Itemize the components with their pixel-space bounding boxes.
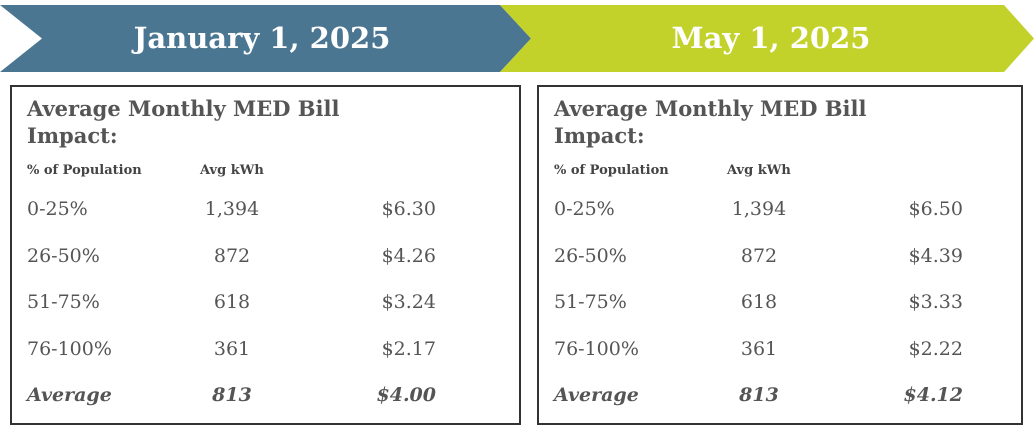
- arrow-january: [0, 5, 531, 72]
- panel-title: Average Monthly MED Bill Impact:: [27, 96, 340, 148]
- row-cell: 51-75%: [554, 291, 627, 313]
- row-cell: $6.30: [381, 198, 436, 220]
- average-row-cell: $4.12: [903, 384, 964, 406]
- row-cell: 1,394: [731, 198, 787, 220]
- column-header: % of Population: [554, 163, 669, 178]
- row-cell: $2.22: [908, 337, 963, 360]
- panel-header: May 1, 2025: [671, 21, 871, 55]
- infographic: January 1, 2025 Average Monthly MED Bill …: [0, 5, 1034, 425]
- row-cell: 76-100%: [554, 337, 639, 360]
- row-cell: 0-25%: [27, 198, 88, 220]
- row-cell: $4.26: [381, 244, 436, 267]
- panel-box: Average Monthly MED Bill Impact: % of Pop…: [10, 85, 521, 425]
- row-cell: 1,394: [204, 198, 260, 220]
- row-cell: $2.17: [381, 337, 436, 360]
- average-row-cell: $4.00: [376, 384, 437, 406]
- row-cell: 26-50%: [27, 244, 100, 267]
- column-header: % of Population: [27, 163, 142, 178]
- row-cell: 0-25%: [554, 198, 615, 220]
- average-row-cell: 813: [739, 384, 779, 406]
- column-header: Avg kWh: [200, 163, 264, 178]
- average-row-cell: 813: [212, 384, 252, 406]
- panel-header: January 1, 2025: [133, 21, 391, 55]
- row-cell: 872: [740, 244, 778, 267]
- row-cell: 26-50%: [554, 244, 627, 267]
- row-cell: 51-75%: [27, 291, 100, 313]
- average-row-cell: Average: [554, 384, 639, 406]
- arrow-may: [500, 5, 1034, 72]
- row-cell: 618: [213, 291, 251, 313]
- row-cell: $3.33: [908, 291, 963, 313]
- row-cell: $3.24: [381, 291, 436, 313]
- row-cell: 872: [213, 244, 251, 267]
- panel-box: Average Monthly MED Bill Impact: % of Pop…: [537, 85, 1023, 425]
- average-row-cell: Average: [27, 384, 112, 406]
- row-cell: $4.39: [908, 244, 963, 267]
- row-cell: 361: [740, 337, 778, 360]
- row-cell: $6.50: [908, 198, 963, 220]
- column-header: Avg kWh: [727, 163, 791, 178]
- row-cell: 76-100%: [27, 337, 112, 360]
- row-cell: 618: [740, 291, 778, 313]
- header-arrows: [0, 5, 1034, 72]
- panel-title: Average Monthly MED Bill Impact:: [554, 96, 867, 148]
- row-cell: 361: [213, 337, 251, 360]
